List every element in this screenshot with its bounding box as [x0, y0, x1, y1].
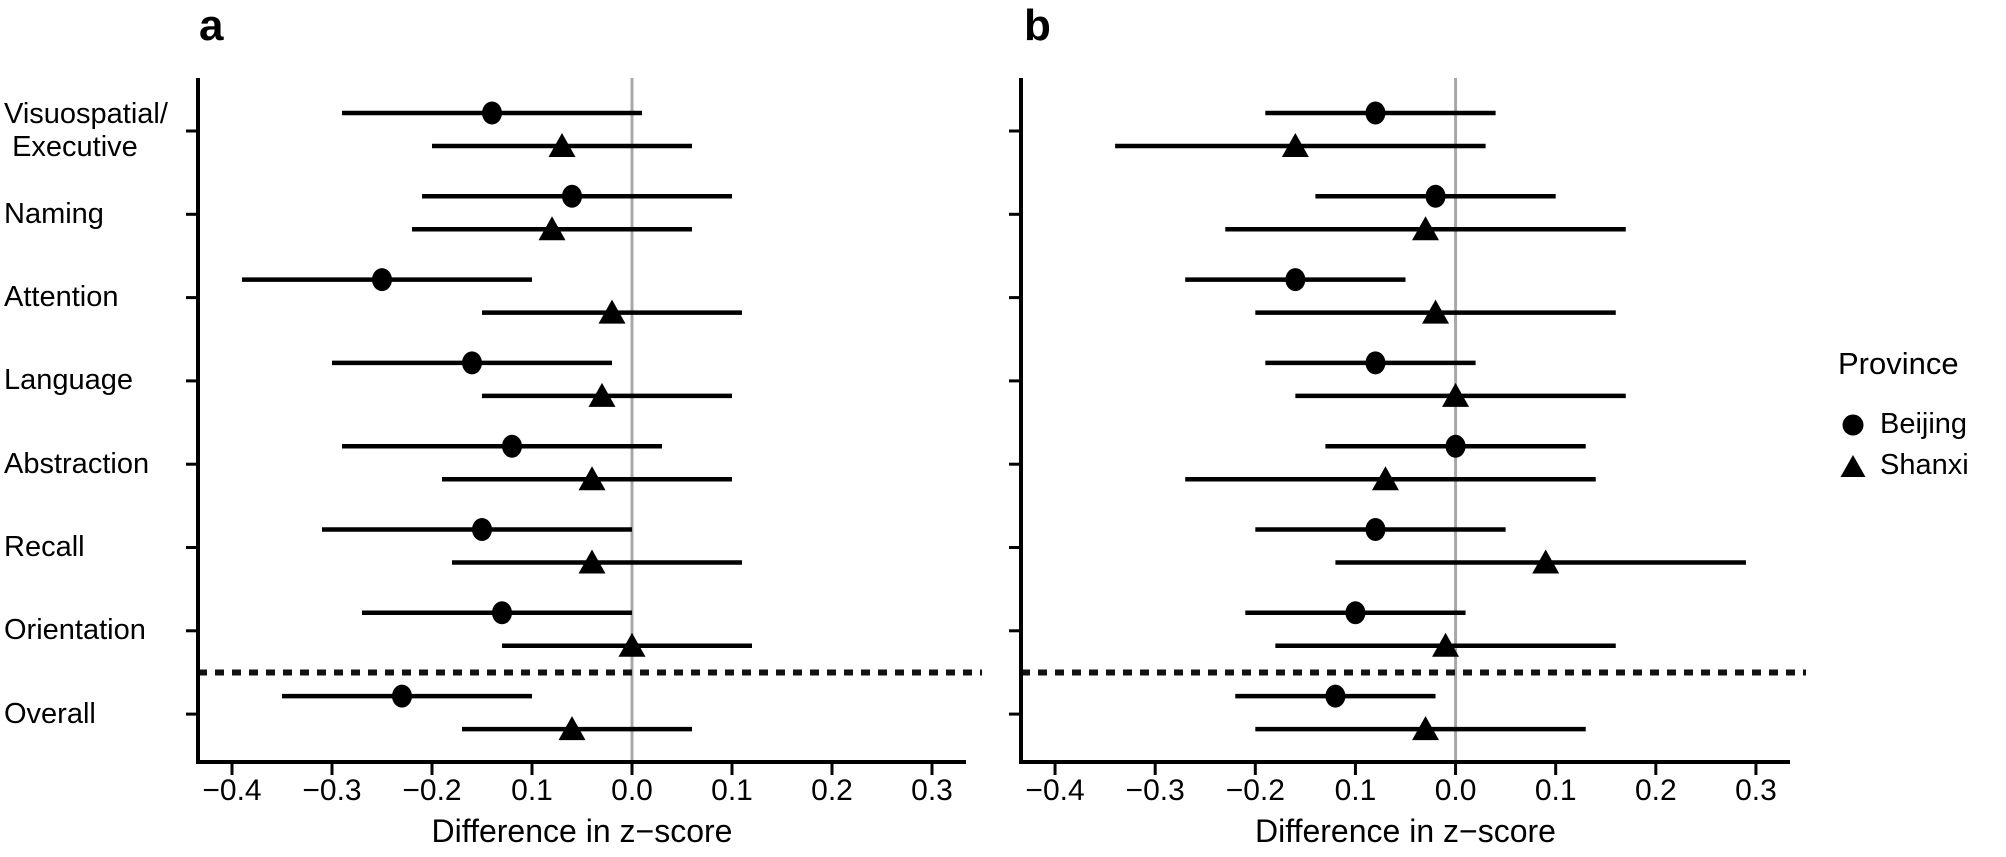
- point-marker-triangle: [1371, 466, 1399, 491]
- point-marker-circle: [492, 601, 512, 625]
- x-tick-label: 0.3: [911, 774, 953, 807]
- point-marker-triangle: [618, 632, 646, 657]
- point-marker-circle: [1345, 601, 1366, 625]
- triangle-marker-icon: [1838, 453, 1868, 479]
- point-marker-triangle: [588, 382, 616, 407]
- category-label: Overall: [4, 697, 96, 730]
- x-tick-label: −0.3: [1126, 774, 1185, 807]
- legend-entry-beijing: Beijing: [1838, 404, 2006, 445]
- x-tick-label: 0.2: [811, 774, 853, 807]
- point-marker-triangle: [598, 299, 626, 324]
- legend-entry-shanxi: Shanxi: [1838, 445, 2006, 486]
- point-marker-triangle: [1412, 216, 1440, 241]
- x-tick-label: 0.0: [611, 774, 653, 807]
- category-label: Attention: [4, 281, 119, 314]
- x-tick-label: 0.1: [1335, 774, 1377, 807]
- panel-a-title: a: [199, 1, 224, 50]
- category-label: Abstraction: [4, 447, 150, 480]
- circle-marker-icon: [1838, 412, 1868, 438]
- x-tick-label: 0.1: [1535, 774, 1577, 807]
- x-tick-label: −0.2: [402, 774, 461, 807]
- point-marker-triangle: [578, 466, 606, 491]
- point-marker-triangle: [1532, 549, 1560, 574]
- category-label: Language: [4, 364, 134, 397]
- point-marker-circle: [482, 101, 502, 125]
- point-marker-circle: [392, 684, 412, 708]
- point-marker-triangle: [1432, 632, 1460, 657]
- point-marker-circle: [472, 518, 492, 541]
- category-label: Visuospatial/ Executive: [4, 98, 168, 163]
- point-marker-triangle: [558, 716, 586, 741]
- x-tick-label: −0.2: [1226, 774, 1285, 807]
- point-marker-triangle: [1412, 716, 1440, 741]
- legend: Province Beijing Shanxi: [1838, 346, 2006, 486]
- point-marker-triangle: [538, 216, 566, 241]
- point-marker-triangle: [1422, 299, 1450, 324]
- point-marker-triangle: [548, 133, 576, 157]
- point-marker-triangle: [578, 549, 606, 574]
- category-label: Recall: [4, 531, 85, 563]
- legend-label-shanxi: Shanxi: [1880, 449, 1969, 481]
- x-tick-label: 0.1: [711, 774, 753, 807]
- legend-label-beijing: Beijing: [1880, 408, 1968, 440]
- x-axis-title-panel-b: Difference in z−score: [1255, 813, 1556, 849]
- legend-title: Province: [1838, 346, 1959, 381]
- point-marker-circle: [562, 184, 582, 208]
- point-marker-circle: [1365, 518, 1386, 541]
- x-tick-label: 0.2: [1635, 774, 1677, 807]
- x-tick-label: 0.3: [1735, 774, 1777, 807]
- point-marker-circle: [1365, 351, 1386, 375]
- point-marker-circle: [462, 351, 482, 375]
- x-tick-label: 0.0: [1435, 774, 1477, 807]
- point-marker-circle: [1365, 101, 1386, 125]
- point-marker-circle: [1325, 684, 1346, 708]
- x-tick-label: −0.4: [1025, 774, 1084, 807]
- point-marker-circle: [1445, 434, 1466, 458]
- x-tick-label: −0.4: [202, 774, 261, 807]
- x-tick-label: −0.3: [302, 774, 361, 807]
- category-label: Naming: [4, 197, 104, 230]
- point-marker-circle: [372, 268, 392, 292]
- point-marker-circle: [1285, 268, 1306, 292]
- x-axis-title-panel-a: Difference in z−score: [431, 813, 733, 849]
- panel-b-title: b: [1024, 1, 1051, 50]
- point-marker-circle: [1425, 184, 1446, 208]
- x-tick-label: 0.1: [511, 774, 553, 807]
- category-label: Orientation: [4, 614, 146, 647]
- point-marker-triangle: [1442, 382, 1470, 407]
- point-marker-circle: [502, 434, 522, 458]
- point-marker-triangle: [1281, 133, 1309, 157]
